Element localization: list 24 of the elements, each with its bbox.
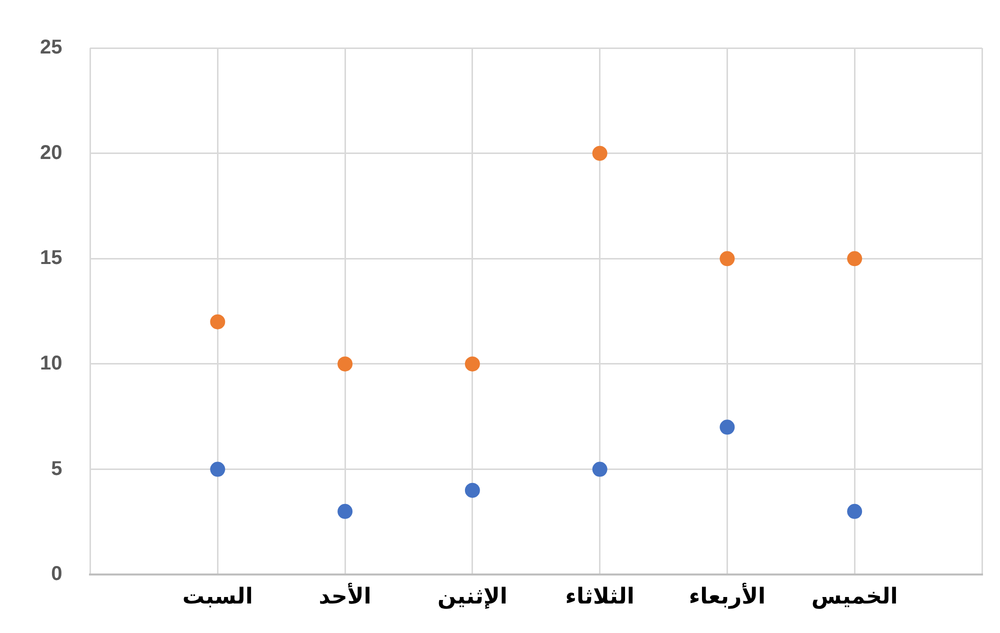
point — [464, 356, 480, 372]
point — [338, 356, 353, 372]
point — [847, 251, 862, 266]
y-tick-label: 5 — [51, 458, 62, 480]
y-tick-label: 25 — [40, 36, 62, 59]
point — [210, 314, 226, 330]
y-tick-label: 20 — [40, 142, 62, 164]
point — [210, 462, 226, 477]
y-tick-label: 0 — [51, 563, 62, 586]
y-tick-label: 10 — [40, 352, 62, 374]
x-tick-label: الثلاثاء — [565, 584, 634, 610]
y-tick-label: 15 — [40, 247, 62, 270]
point — [847, 504, 862, 519]
point — [464, 482, 480, 498]
point — [592, 462, 608, 477]
point — [592, 146, 608, 161]
point — [720, 420, 735, 435]
x-tick-label: الأحد — [318, 582, 372, 610]
x-tick-label: الأربعاء — [688, 582, 766, 610]
point — [338, 504, 353, 519]
point — [720, 251, 735, 266]
x-tick-label: الخميس — [811, 584, 898, 610]
x-tick-label: الإثنين — [437, 584, 508, 610]
x-tick-label: السبت — [182, 584, 253, 610]
